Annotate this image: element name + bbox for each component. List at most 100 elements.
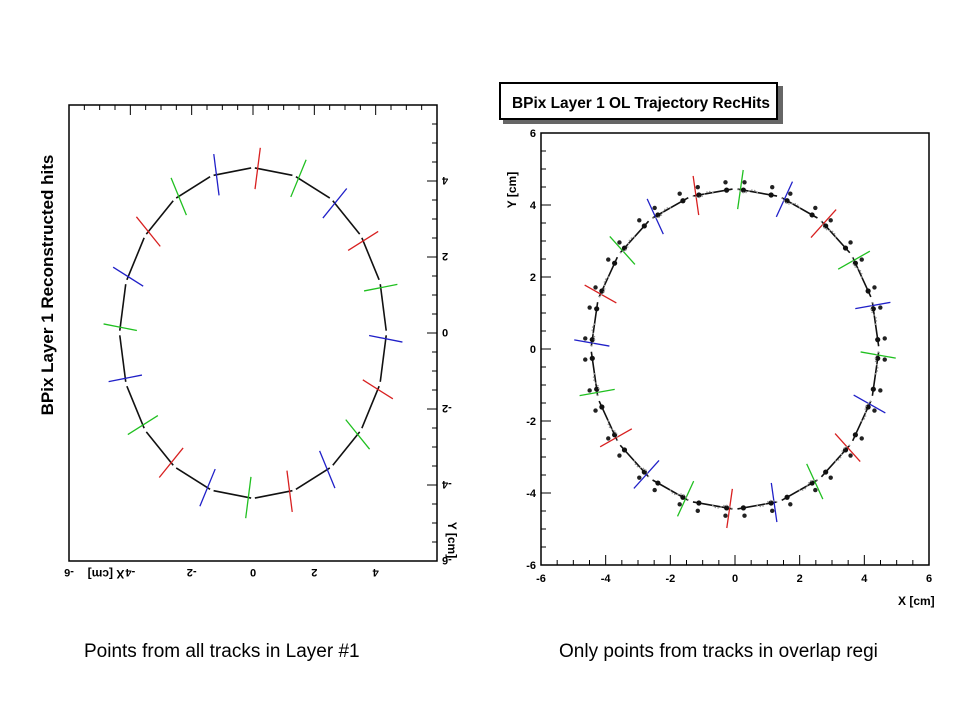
module-marker bbox=[633, 459, 660, 489]
trajectory-dot bbox=[781, 197, 783, 200]
module-marker bbox=[860, 351, 896, 359]
module-marker bbox=[806, 463, 824, 500]
hit-point bbox=[740, 505, 746, 511]
hit-point bbox=[875, 337, 881, 343]
trajectory-dot bbox=[834, 236, 837, 238]
module-segment bbox=[379, 335, 388, 382]
hit-point bbox=[589, 337, 595, 343]
hit-point bbox=[594, 386, 600, 392]
x-tick-label: 0 bbox=[250, 566, 256, 578]
module-marker bbox=[245, 476, 252, 519]
trajectory-dot bbox=[607, 423, 610, 426]
hit-point bbox=[612, 260, 618, 266]
hit-point bbox=[593, 285, 598, 290]
x-tick-label: -4 bbox=[601, 573, 612, 585]
hit-point bbox=[770, 184, 775, 190]
trajectory-dot bbox=[839, 456, 842, 459]
trajectory-dot bbox=[876, 370, 879, 372]
module-segment bbox=[145, 431, 174, 466]
trajectory-dot bbox=[680, 493, 682, 495]
hit-point bbox=[742, 513, 747, 518]
trajectory-dot bbox=[767, 500, 769, 503]
trajectory-dot bbox=[751, 189, 753, 191]
hit-point bbox=[599, 404, 605, 410]
trajectory-dot bbox=[603, 281, 606, 283]
module-segment bbox=[126, 237, 145, 281]
module-marker bbox=[135, 216, 161, 247]
x-tick-label: 4 bbox=[861, 573, 868, 585]
trajectory-dot bbox=[796, 204, 799, 206]
right-y-ticks: -6 -4 -2 0 2 4 6 bbox=[526, 128, 551, 572]
hit-point bbox=[637, 475, 642, 480]
trajectory-dot bbox=[663, 208, 666, 211]
y-tick-label: 4 bbox=[530, 200, 537, 212]
module-marker bbox=[837, 250, 871, 270]
module-marker bbox=[810, 209, 837, 239]
hit-point bbox=[872, 285, 877, 290]
module-segment bbox=[175, 176, 211, 199]
trajectory-dot bbox=[831, 230, 834, 233]
module-marker bbox=[213, 154, 220, 196]
trajectory-dot bbox=[601, 293, 603, 296]
trajectory-dot bbox=[714, 506, 717, 509]
module-marker bbox=[579, 388, 615, 397]
module-marker bbox=[199, 468, 216, 507]
trajectory-dot bbox=[701, 195, 703, 198]
trajectory-dot bbox=[873, 314, 875, 316]
trajectory-dot bbox=[671, 492, 674, 494]
trajectory-dot bbox=[662, 211, 664, 213]
module-marker bbox=[286, 470, 293, 512]
hit-point bbox=[870, 386, 876, 392]
hit-point bbox=[842, 245, 849, 251]
trajectory-dot bbox=[864, 408, 867, 410]
trajectory-dot bbox=[854, 266, 857, 268]
hit-point bbox=[882, 357, 887, 362]
left-ring bbox=[103, 147, 403, 519]
hit-point bbox=[813, 487, 818, 493]
trajectory-dot bbox=[611, 428, 613, 431]
trajectory-dot bbox=[604, 278, 607, 281]
trajectory-dot bbox=[647, 475, 650, 478]
hit-point bbox=[724, 187, 730, 193]
x-tick-label: 2 bbox=[797, 573, 803, 585]
hit-point bbox=[784, 494, 790, 500]
trajectory-dot bbox=[607, 276, 610, 278]
x-tick-label: 0 bbox=[732, 573, 738, 585]
trajectory-dot bbox=[628, 239, 631, 242]
trajectory-dot bbox=[874, 360, 877, 363]
trajectory-dot bbox=[798, 489, 801, 491]
x-tick-label: -2 bbox=[187, 566, 197, 578]
trajectory-dot bbox=[870, 308, 872, 311]
hit-point bbox=[652, 205, 657, 211]
y-tick-label: 6 bbox=[530, 128, 536, 140]
trajectory-dot bbox=[685, 496, 687, 498]
trajectory-dot bbox=[615, 432, 618, 435]
hit-point bbox=[784, 198, 790, 204]
x-tick-label: 6 bbox=[926, 573, 932, 585]
trajectory-dot bbox=[711, 191, 714, 194]
hit-point bbox=[724, 505, 730, 511]
module-segment bbox=[295, 467, 331, 490]
trajectory-dot bbox=[622, 250, 625, 253]
module-marker bbox=[853, 394, 886, 414]
module-marker bbox=[368, 334, 403, 343]
x-tick-label: -6 bbox=[536, 573, 546, 585]
hit-point bbox=[813, 205, 818, 211]
hit-point bbox=[742, 180, 747, 185]
trajectory-dot bbox=[682, 494, 685, 496]
trajectory-dot bbox=[597, 391, 600, 393]
trajectory-dot bbox=[728, 505, 731, 508]
trajectory-dot bbox=[865, 405, 867, 407]
hit-point bbox=[606, 436, 611, 441]
trajectory-dot bbox=[834, 460, 837, 462]
trajectory-dot bbox=[860, 420, 863, 422]
hit-point bbox=[677, 502, 682, 507]
hit-point bbox=[828, 475, 833, 480]
module-marker bbox=[584, 284, 617, 304]
left-x-ticks: 4 2 0 -2 -4 -6 bbox=[64, 105, 438, 578]
hit-point bbox=[882, 336, 887, 341]
hit-point bbox=[788, 502, 793, 507]
trajectory-dot bbox=[791, 202, 793, 205]
